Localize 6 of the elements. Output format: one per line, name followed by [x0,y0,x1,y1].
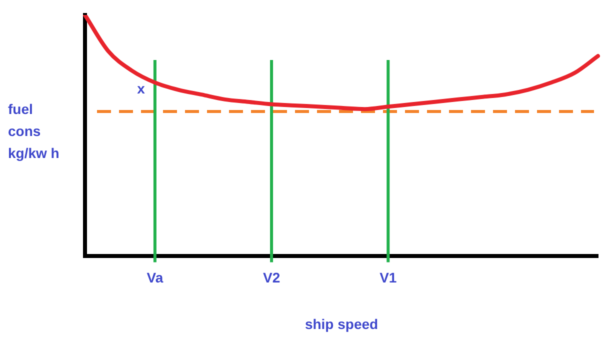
y-axis-title: fuel cons kg/kw h [8,100,60,161]
annotation: x [137,80,146,97]
x-tick-label: V2 [262,269,280,286]
x-tick-label: V1 [380,269,397,286]
x-tick-label: Va [146,269,164,286]
x-axis-title: ship speed [304,316,378,332]
